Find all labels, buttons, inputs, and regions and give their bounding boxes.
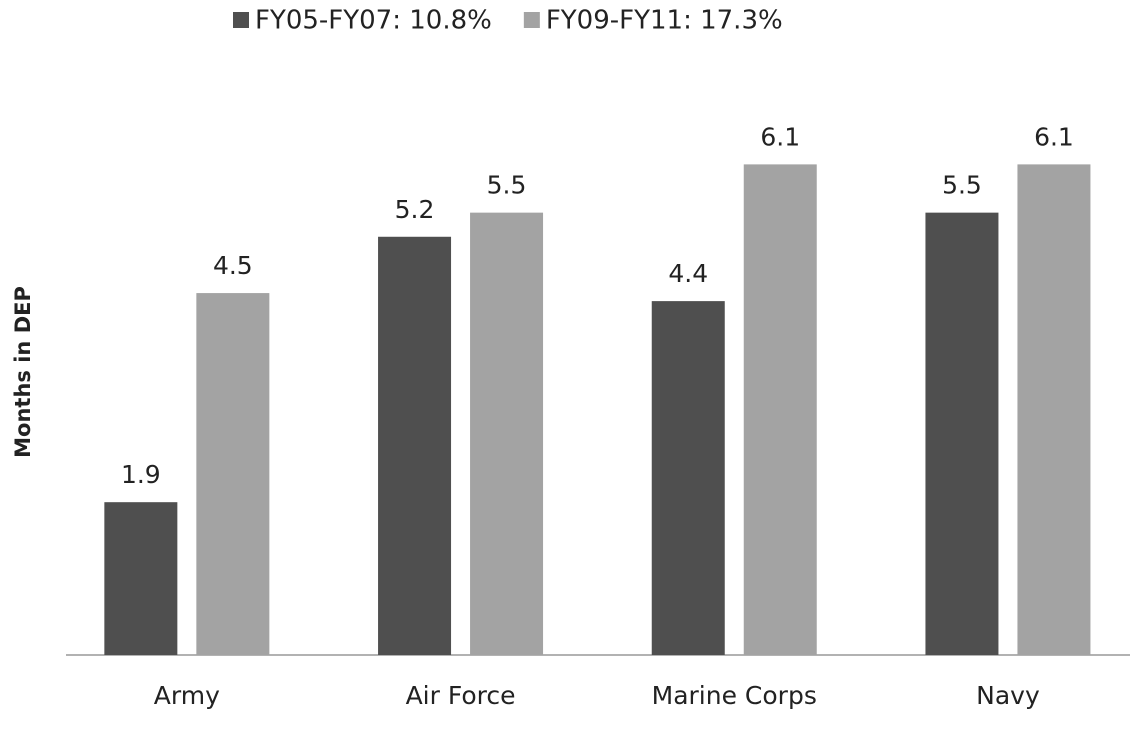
bar — [104, 502, 178, 655]
bar — [470, 212, 544, 655]
bar — [378, 236, 452, 655]
x-tick-label: Army — [154, 681, 220, 710]
x-tick-label: Air Force — [406, 681, 516, 710]
legend-swatch — [233, 12, 249, 28]
bar — [196, 293, 270, 655]
x-tick-label: Marine Corps — [652, 681, 817, 710]
bar — [743, 164, 817, 655]
value-label: 5.5 — [487, 171, 527, 200]
bar — [1017, 164, 1091, 655]
value-label: 5.2 — [395, 195, 435, 224]
value-label: 4.5 — [213, 251, 253, 280]
legend-label: FY09-FY11: 17.3% — [546, 6, 783, 36]
value-label: 5.5 — [942, 171, 982, 200]
value-label: 1.9 — [121, 460, 161, 489]
value-label: 6.1 — [1034, 122, 1074, 151]
legend-label: FY05-FY07: 10.8% — [255, 6, 492, 36]
x-tick-label: Navy — [976, 681, 1040, 710]
value-label: 4.4 — [668, 259, 708, 288]
bar — [925, 212, 999, 655]
y-axis-label: Months in DEP — [11, 286, 35, 458]
legend-swatch — [523, 12, 540, 28]
bar — [651, 301, 725, 655]
value-label: 6.1 — [760, 122, 800, 151]
